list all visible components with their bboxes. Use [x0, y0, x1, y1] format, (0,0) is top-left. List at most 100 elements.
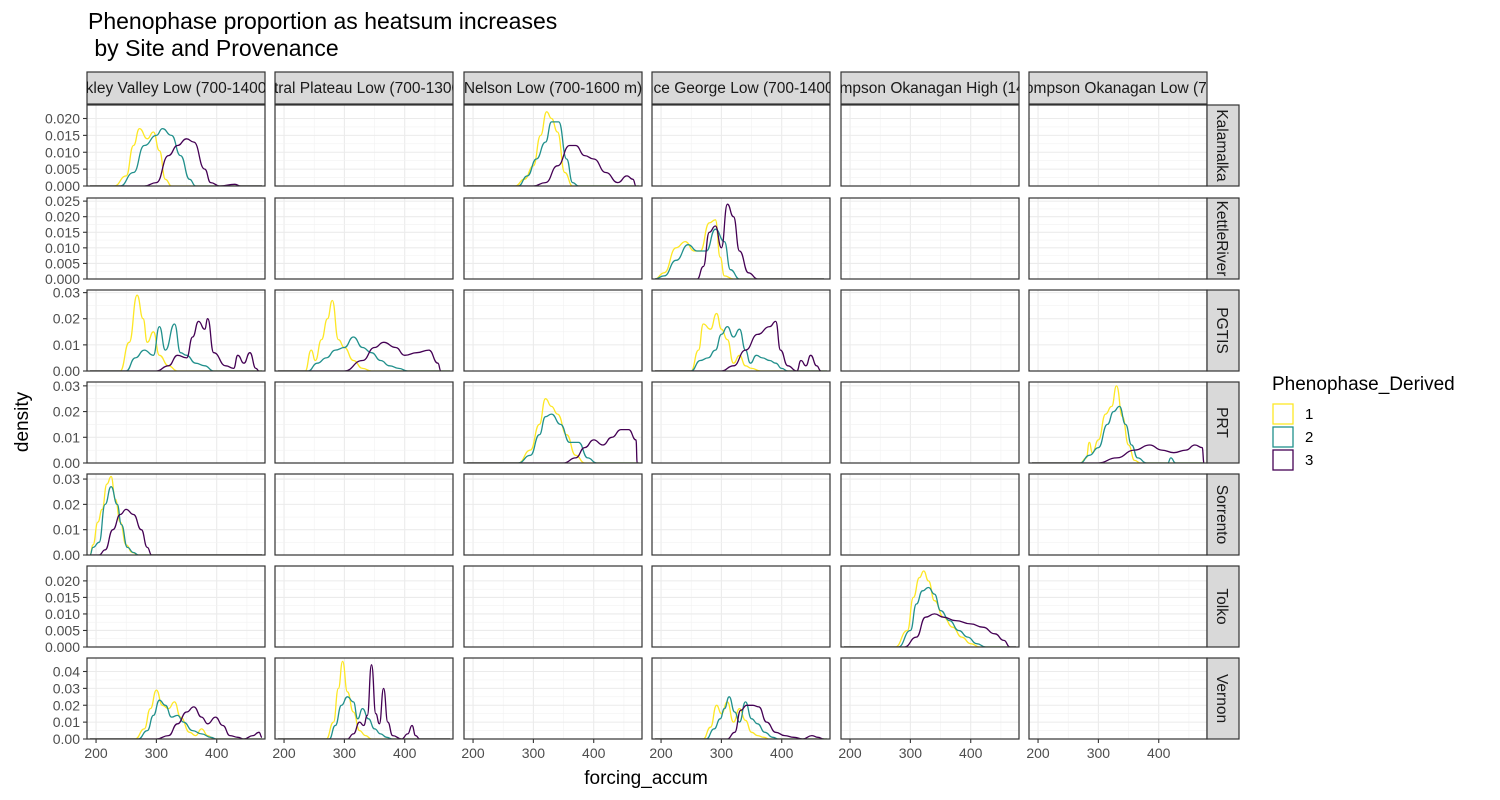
y-tick-label: 0.04: [53, 664, 80, 680]
legend-title: Phenophase_Derived: [1272, 374, 1455, 395]
panel-background: [841, 658, 1019, 739]
density-lines: [278, 660, 450, 739]
strip-row-Vernon: Vernon: [1206, 657, 1240, 740]
density-line-phase-1: [90, 127, 262, 186]
row-strips: Kalamalka KettleRiver PGTIS PRT Sorrento Tolk…: [1206, 104, 1240, 740]
x-tick-label: 200: [838, 745, 862, 761]
panel-Sorrento-5: [840, 473, 1020, 556]
density-line-phase-3: [655, 203, 824, 279]
panel-border: [274, 104, 454, 187]
density-line-phase-2: [277, 336, 450, 371]
y-axis-PRT: 0.00 0.01 0.02 0.03: [53, 378, 87, 471]
legend-entry-3: 3: [1272, 449, 1313, 471]
panel-PRT-4: [651, 381, 831, 464]
legend-entry-1: 1: [1272, 403, 1313, 425]
strip-background: [463, 71, 643, 105]
panel-border: [274, 657, 454, 740]
panel-background: [841, 382, 1019, 463]
panel-PRT-6: [1028, 381, 1208, 464]
strip-column-1: Bulkley Valley Low (700-1400 m): [86, 71, 266, 105]
panel-border: [86, 381, 266, 464]
panel-background: [275, 474, 453, 555]
panel-background: [464, 474, 642, 555]
y-tick-label: 0.02: [53, 697, 80, 713]
panel-border: [651, 197, 831, 280]
x-tick-label: 300: [333, 745, 357, 761]
strip-row-Tolko: Tolko: [1206, 565, 1240, 648]
y-tick-label: 0.01: [53, 714, 80, 730]
panel-PGTIS-2: [274, 289, 454, 372]
x-axis-column-3: 200 300 400: [461, 739, 606, 761]
strip-background: [1206, 565, 1240, 648]
density-line-phase-2: [90, 127, 262, 186]
panel-background: [275, 658, 453, 739]
panel-background: [464, 290, 642, 371]
panel-Vernon-1: [86, 657, 266, 740]
panel-border: [651, 473, 831, 556]
panel-background: [87, 566, 265, 647]
strip-label: Thompson Okanagan Low (700-: [1007, 80, 1229, 97]
panel-border: [840, 104, 1020, 187]
density-line-phase-3: [467, 144, 637, 186]
panel-Tolko-2: [274, 565, 454, 648]
strip-background: [86, 71, 266, 105]
density-lines: [90, 689, 263, 739]
x-tick-label: 200: [1026, 745, 1050, 761]
y-tick-label: 0.000: [45, 639, 80, 655]
strip-background: [1206, 289, 1240, 372]
panel-border: [274, 289, 454, 372]
panel-background: [1029, 105, 1207, 186]
density-line-phase-2: [278, 696, 450, 739]
panel-border: [274, 565, 454, 648]
panel-border: [86, 565, 266, 648]
panel-background: [87, 658, 265, 739]
y-tick-label: 0.025: [45, 193, 80, 209]
legend-entry-2: 2: [1272, 426, 1313, 448]
density-line-phase-3: [278, 664, 450, 739]
panel-border: [840, 565, 1020, 648]
x-tick-label: 300: [710, 745, 734, 761]
strip-column-3: Nelson Low (700-1600 m): [463, 71, 643, 105]
panel-background: [652, 198, 830, 279]
density-line-phase-3: [844, 613, 1016, 647]
panel-background: [275, 382, 453, 463]
panel-Sorrento-1: [86, 473, 266, 556]
panel-border: [86, 473, 266, 556]
density-line-phase-1: [277, 299, 450, 371]
x-axis-column-5: 200 300 400: [838, 739, 983, 761]
strip-label: Tolko: [1213, 588, 1230, 624]
y-tick-label: 0.020: [45, 111, 80, 127]
panel-border: [463, 657, 643, 740]
panel-background: [1029, 290, 1207, 371]
y-tick-label: 0.010: [45, 144, 80, 160]
panel-border: [840, 473, 1020, 556]
y-tick-label: 0.03: [53, 378, 80, 394]
panel-background: [275, 198, 453, 279]
strip-label: Prince George Low (700-1400 m): [626, 80, 856, 97]
panel-KettleRiver-2: [274, 197, 454, 280]
panel-PRT-2: [274, 381, 454, 464]
strip-column-6: Thompson Okanagan Low (700-: [1007, 71, 1229, 105]
panel-border: [651, 289, 831, 372]
panel-KettleRiver-6: [1028, 197, 1208, 280]
y-tick-label: 0.02: [53, 496, 80, 512]
strip-label: KettleRiver: [1213, 201, 1230, 277]
legend-label: 1: [1305, 406, 1313, 423]
strip-row-Kalamalka: Kalamalka: [1206, 104, 1240, 187]
panel-KettleRiver-1: [86, 197, 266, 280]
x-tick-label: 400: [582, 745, 606, 761]
panel-background: [841, 566, 1019, 647]
panel-Sorrento-3: [463, 473, 643, 556]
panel-Vernon-5: [840, 657, 1020, 740]
y-axis-title: density: [12, 391, 33, 452]
panel-Tolko-3: [463, 565, 643, 648]
density-lines: [655, 696, 827, 739]
panel-PGTIS-5: [840, 289, 1020, 372]
density-lines: [1032, 385, 1205, 463]
strip-background: [840, 71, 1020, 105]
x-tick-label: 200: [84, 745, 108, 761]
panel-PRT-3: [463, 381, 643, 464]
y-tick-label: 0.000: [45, 271, 80, 287]
strip-row-KettleRiver: KettleRiver: [1206, 197, 1240, 280]
